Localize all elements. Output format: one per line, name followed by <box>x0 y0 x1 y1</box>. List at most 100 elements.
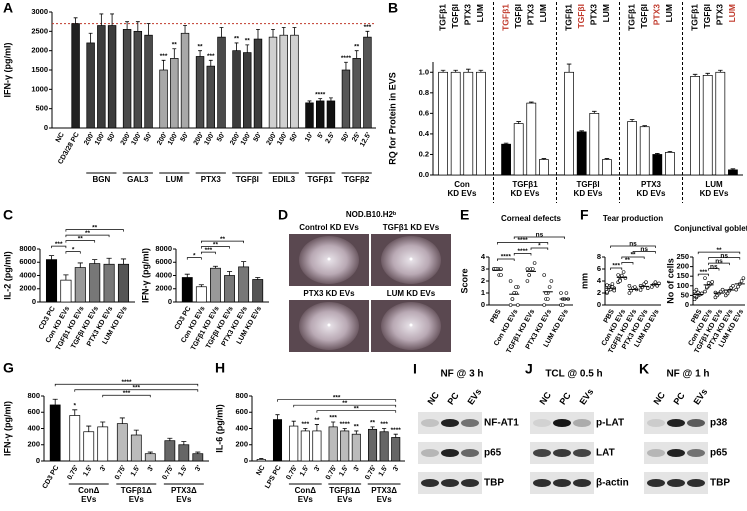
y-tick-label: 0.4 <box>419 129 430 138</box>
lane-label: NC <box>425 390 441 407</box>
category-label: 10' <box>304 131 315 143</box>
data-point <box>645 286 650 291</box>
error-bar <box>100 421 106 427</box>
data-point <box>731 283 735 288</box>
data-point <box>564 291 569 295</box>
error-bar <box>234 42 239 51</box>
significance-label: *** <box>329 415 337 422</box>
data-point <box>619 273 624 278</box>
error-bar <box>692 73 698 77</box>
bar <box>391 437 401 462</box>
data-point <box>638 288 643 292</box>
error-bar <box>208 59 213 67</box>
significance-bracket <box>74 389 199 392</box>
y-tick-label: 400 <box>27 423 40 432</box>
category-label: PTX3 <box>589 4 599 26</box>
error-bar <box>342 428 347 431</box>
category-label: 50' <box>107 131 118 143</box>
blot-band <box>687 479 705 487</box>
significance-label: *** <box>207 53 215 60</box>
error-bar <box>705 72 710 76</box>
error-bar <box>318 98 323 101</box>
panel-letter: B <box>388 0 398 16</box>
data-point <box>610 282 615 286</box>
y-tick-label: 0.8 <box>419 88 429 97</box>
group-label: EVs <box>176 495 192 504</box>
y-tick-label: 500 <box>35 104 48 113</box>
group-label: PTX3 <box>641 180 662 189</box>
significance-bracket <box>610 267 623 270</box>
bar <box>539 159 549 176</box>
y-axis-label: Score <box>459 268 469 293</box>
group-label: TGFβ1 <box>512 180 538 189</box>
error-bar <box>125 21 130 30</box>
group-label: TGFβI <box>236 175 259 184</box>
y-tick-label: 0 <box>36 456 40 465</box>
y-tick-label: 800 <box>27 391 40 400</box>
y-tick-label: 400 <box>235 423 248 432</box>
eye-reflection <box>327 323 331 327</box>
image-label: LUM KD EVs <box>387 289 436 298</box>
significance-bracket <box>201 251 216 255</box>
panel-letter: E <box>460 207 469 223</box>
y-tick-label: 250 <box>676 252 689 261</box>
error-bar <box>730 168 736 170</box>
category-label: 50' <box>341 131 352 143</box>
significance-bracket <box>632 251 656 254</box>
bar <box>89 263 101 303</box>
error-bar <box>255 277 261 280</box>
blot-band <box>647 479 665 487</box>
error-bar <box>135 21 140 32</box>
lane-label: EVs <box>691 387 709 407</box>
category-label: 5' <box>317 131 326 140</box>
bar <box>289 425 299 462</box>
error-bar <box>119 417 125 424</box>
significance-bracket <box>513 253 532 256</box>
group-label: PTX3 <box>201 175 222 184</box>
bar <box>315 100 325 129</box>
significance-label: ** <box>716 247 722 254</box>
data-point <box>704 284 709 289</box>
blot-band <box>687 419 705 427</box>
bar <box>178 444 190 462</box>
group-label: KD EVs <box>511 189 540 198</box>
category-label: 100' <box>167 131 180 146</box>
category-label: 3' <box>392 464 401 473</box>
data-point <box>542 303 547 307</box>
significance-label: **** <box>391 427 402 434</box>
error-bar <box>271 29 275 38</box>
y-tick-label: 4 <box>597 276 602 285</box>
significance-label: *** <box>700 269 708 276</box>
group-label: KD EVs <box>574 189 603 198</box>
blot-band <box>461 419 479 427</box>
data-point <box>515 303 520 307</box>
data-point <box>627 291 632 295</box>
panel-letter: F <box>580 207 589 223</box>
significance-bracket <box>513 236 565 239</box>
error-bar <box>219 27 224 38</box>
y-axis-label: IL-6 (pg/ml) <box>214 404 224 453</box>
y-tick-label: 0 <box>44 123 48 132</box>
bar <box>144 453 156 462</box>
category-label: TGFβI <box>639 4 649 29</box>
error-bar <box>181 441 187 445</box>
blot-band <box>533 419 551 427</box>
category-label: LUM <box>538 4 548 22</box>
bar <box>328 426 338 462</box>
bar <box>217 36 226 129</box>
bar <box>305 102 314 129</box>
blot-band <box>573 449 591 457</box>
category-label: 2.5' <box>325 131 337 145</box>
group-label: KD EVs <box>448 189 477 198</box>
error-bar <box>133 429 139 435</box>
category-label: 3' <box>99 464 108 473</box>
row-label: p65 <box>484 448 502 459</box>
significance-label: ** <box>234 36 240 43</box>
significance-bracket <box>186 257 202 260</box>
group-label: TGFβI <box>576 180 599 189</box>
y-tick-label: 2 <box>481 276 485 285</box>
significance-bracket <box>54 383 199 387</box>
bar <box>238 266 250 303</box>
